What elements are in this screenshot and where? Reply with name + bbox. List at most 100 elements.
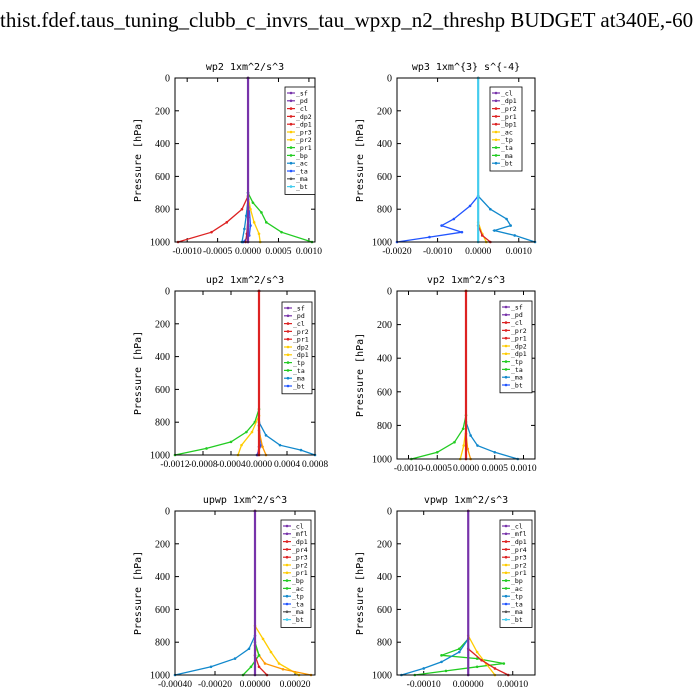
legend-marker bbox=[494, 130, 498, 134]
legend-marker bbox=[285, 571, 289, 575]
legend-marker bbox=[504, 383, 508, 387]
series-point-dp1 bbox=[225, 221, 229, 224]
legend-marker bbox=[504, 305, 508, 309]
series-point-dp1 bbox=[229, 440, 233, 444]
legend-marker bbox=[289, 115, 293, 118]
y-tick-label: 400 bbox=[155, 352, 170, 363]
x-tick-label: -0.00040 bbox=[158, 680, 192, 690]
series-line-bp bbox=[414, 511, 504, 676]
legend-label: _tp bbox=[292, 593, 304, 601]
series-point-dp1 bbox=[240, 207, 244, 211]
series-point-ta bbox=[460, 230, 464, 234]
legend-label: _ta bbox=[292, 600, 304, 608]
legend-marker bbox=[504, 313, 508, 317]
legend-label: _tp bbox=[293, 359, 305, 367]
legend-marker bbox=[289, 161, 293, 165]
legend-label: _ac bbox=[296, 160, 308, 168]
series-point-tp bbox=[440, 660, 443, 664]
y-axis-label: Pressure [hPa] bbox=[355, 118, 366, 202]
legend-label: _bt bbox=[501, 160, 513, 168]
series-point-pr1 bbox=[252, 221, 256, 224]
y-tick-label: 800 bbox=[377, 638, 392, 649]
legend-label: _ma bbox=[511, 374, 523, 382]
series-point-tp bbox=[278, 443, 282, 447]
series-point-pr1 bbox=[257, 232, 261, 236]
y-tick-label: 200 bbox=[377, 539, 392, 550]
legend-label: _pr1 bbox=[501, 113, 517, 121]
chart-panel-2: wp3 1xm^{3} s^{-4} Pressure [hPa] 0 200 400 6… bbox=[355, 62, 537, 257]
legend-marker bbox=[289, 91, 293, 95]
legend-marker bbox=[286, 306, 290, 310]
y-axis-label: Pressure [hPa] bbox=[355, 551, 366, 635]
series-point-pr2 bbox=[240, 443, 243, 447]
series-point-cl bbox=[480, 234, 484, 237]
legend-label: _dp1 bbox=[501, 97, 517, 105]
chart-title: wp3 1xm^{3} s^{-4} bbox=[412, 62, 520, 73]
legend-label: _dp1 bbox=[511, 350, 527, 358]
legend-marker bbox=[285, 579, 289, 582]
legend-label: _mfl bbox=[511, 530, 527, 538]
y-tick-label: 800 bbox=[377, 205, 392, 216]
legend-marker bbox=[289, 146, 293, 149]
chart-title: up2 1xm^2/s^3 bbox=[206, 275, 284, 286]
legend-marker bbox=[286, 345, 290, 349]
series-point-pr1 bbox=[475, 650, 479, 654]
y-tick-label: 400 bbox=[377, 354, 392, 365]
legend-marker bbox=[285, 610, 289, 614]
series-point-tp bbox=[209, 665, 213, 669]
legend-label: _pr4 bbox=[292, 546, 308, 554]
legend-label: _ta bbox=[501, 144, 513, 152]
legend-label: _cl bbox=[296, 105, 308, 113]
x-tick-label: -0.00010 bbox=[407, 680, 441, 690]
legend-box bbox=[284, 86, 316, 195]
series-line-ta bbox=[396, 78, 479, 243]
legend-marker bbox=[504, 344, 508, 348]
series-point-bp bbox=[251, 201, 255, 204]
x-tick-label: -0.0005 bbox=[423, 464, 453, 474]
x-tick-label: -0.0010 bbox=[173, 247, 203, 257]
legend-label: _pr3 bbox=[296, 128, 312, 136]
x-tick-label: 0.0004 bbox=[274, 460, 300, 470]
legend-marker bbox=[504, 375, 508, 379]
legend-marker bbox=[286, 322, 290, 325]
legend-label: _ma bbox=[296, 175, 308, 183]
legend-label: _ac bbox=[292, 585, 304, 593]
legend-label: _tp bbox=[501, 136, 513, 144]
chart-title: upwp 1xm^2/s^3 bbox=[203, 495, 287, 506]
series-line-cl bbox=[477, 78, 491, 243]
y-axis-label: Pressure [hPa] bbox=[133, 551, 144, 635]
series-point-tp bbox=[299, 448, 303, 452]
legend-label: _pr1 bbox=[296, 144, 312, 152]
series-point-dp1 bbox=[480, 658, 483, 662]
y-tick-label: 200 bbox=[155, 539, 170, 550]
y-tick-label: 200 bbox=[377, 320, 392, 331]
series-line-tp bbox=[401, 511, 469, 676]
series-line-pr1 bbox=[477, 78, 487, 243]
legend-label: _pr2 bbox=[292, 561, 308, 569]
legend-label: _bp bbox=[296, 152, 308, 160]
legend-marker bbox=[504, 548, 508, 551]
legend-marker bbox=[504, 532, 508, 536]
legend-marker bbox=[285, 563, 289, 567]
x-tick-label: -0.0020 bbox=[382, 247, 412, 257]
y-tick-label: 600 bbox=[155, 385, 170, 396]
legend-marker bbox=[286, 337, 290, 341]
series-point-pr1 bbox=[277, 662, 281, 665]
legend-label: _cl bbox=[293, 320, 305, 328]
legend-label: _bt bbox=[292, 616, 304, 624]
chart-panel-6: vpwp 1xm^2/s^3 Pressure [hPa] 0 200 400 600 80… bbox=[355, 495, 536, 690]
series-point-ta bbox=[452, 217, 456, 221]
series-point-bp bbox=[260, 211, 263, 214]
series-point-pr1 bbox=[261, 637, 265, 641]
legend-marker bbox=[289, 185, 293, 188]
x-tick-label: -0.0008 bbox=[188, 460, 218, 470]
legend-marker bbox=[504, 587, 508, 590]
y-tick-label: 800 bbox=[155, 418, 170, 429]
legend-label: _bt bbox=[293, 382, 305, 390]
chart-title: vp2 1xm^2/s^3 bbox=[427, 275, 505, 286]
series-point-ac bbox=[244, 214, 248, 218]
x-tick-label: 0.0005 bbox=[482, 464, 508, 474]
y-tick-label: 0 bbox=[387, 287, 392, 298]
chart-title: vpwp 1xm^2/s^3 bbox=[424, 495, 508, 506]
series-point-tp bbox=[469, 434, 472, 437]
